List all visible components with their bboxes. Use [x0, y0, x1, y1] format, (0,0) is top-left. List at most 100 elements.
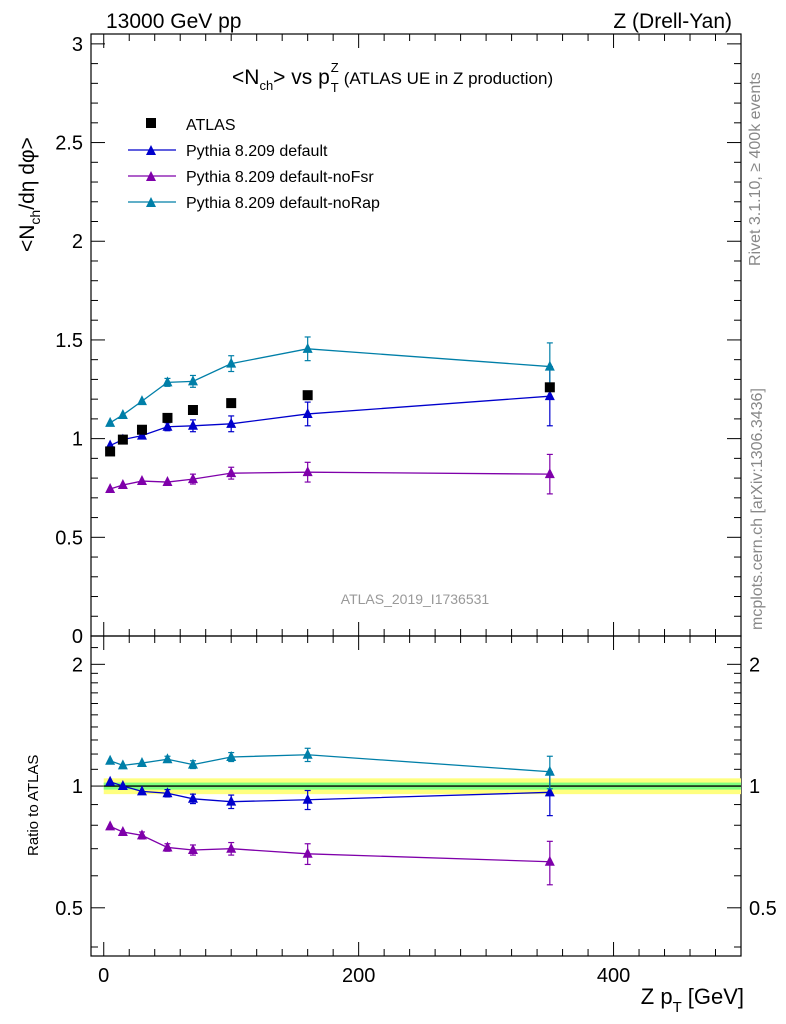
- ratio-point-noFsr: [544, 855, 555, 866]
- ratio-line-noFsr: [109, 825, 550, 863]
- main-point-atlas: [544, 382, 555, 393]
- ratio-point-noRap: [117, 759, 128, 770]
- ratio-point-noRap: [162, 753, 173, 764]
- legend-entry-atlas: ATLAS: [146, 117, 236, 134]
- legend-entry-default: Pythia 8.209 default: [128, 143, 328, 160]
- y-tick-label: 3: [72, 34, 83, 56]
- y-tick-label: 1.5: [55, 330, 83, 352]
- main-point-atlas: [226, 398, 237, 409]
- main-point-noFsr: [117, 479, 128, 490]
- ratio-point-noFsr: [136, 829, 147, 840]
- ratio-point-default: [162, 787, 173, 798]
- legend-label-nofsr: Pythia 8.209 default-noFsr: [186, 169, 374, 186]
- ratio-point-noFsr: [187, 843, 198, 854]
- legend: ATLAS Pythia 8.209 default Pythia 8.209 …: [128, 117, 380, 212]
- main-point-noRap: [136, 395, 147, 406]
- ratio-point-noRap: [105, 754, 116, 765]
- ratio-y-tick-label: 2: [72, 654, 83, 676]
- legend-label-norap: Pythia 8.209 default-noRap: [186, 195, 380, 212]
- ratio-panel-frame: [90, 635, 742, 957]
- ratio-point-default: [302, 793, 313, 804]
- legend-entry-norap: Pythia 8.209 default-noRap: [128, 195, 380, 212]
- analysis-watermark: ATLAS_2019_I1736531: [341, 591, 490, 607]
- ratio-point-noFsr: [226, 842, 237, 853]
- header-left: 13000 GeV pp: [106, 10, 241, 33]
- main-point-noRap: [544, 360, 555, 371]
- ratio-point-default: [226, 795, 237, 806]
- ratio-point-noFsr: [302, 847, 313, 858]
- ratio-point-noFsr: [105, 820, 116, 831]
- y-tick-label: 0: [72, 626, 83, 648]
- rivet-label: Rivet 3.1.10, ≥ 400k events: [747, 72, 764, 266]
- main-point-default: [162, 420, 173, 431]
- legend-marker-atlas: [146, 118, 156, 128]
- main-point-default: [187, 419, 198, 430]
- main-point-noRap: [117, 408, 128, 419]
- main-point-atlas: [302, 390, 313, 401]
- ratio-y-tick-label: 0.5: [55, 898, 83, 920]
- main-point-noFsr: [105, 482, 116, 493]
- y-tick-label: 1: [72, 429, 83, 451]
- ratio-point-noRap: [187, 758, 198, 769]
- y-tick-label: 2: [72, 231, 83, 253]
- main-point-atlas: [117, 434, 128, 445]
- ratio-point-noFsr: [162, 841, 173, 852]
- legend-marker-norap: [146, 197, 156, 207]
- x-axis-label: Z pT [GeV]: [641, 984, 744, 1016]
- ratio-y-axis-label: Ratio to ATLAS: [25, 755, 42, 856]
- main-point-atlas: [136, 424, 147, 435]
- main-point-noFsr: [187, 473, 198, 484]
- ratio-point-default: [105, 775, 116, 786]
- main-y-axis-label: <Nch/dη dφ>: [16, 137, 43, 252]
- main-point-noRap: [226, 357, 237, 368]
- ratio-point-noRap: [136, 757, 147, 768]
- mcplots-label: mcplots.cern.ch [arXiv:1306.3436]: [749, 388, 766, 630]
- main-point-default: [544, 390, 555, 401]
- ratio-point-noFsr: [117, 825, 128, 836]
- legend-marker-default: [146, 145, 156, 155]
- main-point-noRap: [187, 375, 198, 386]
- main-point-default: [302, 407, 313, 418]
- x-tick-label: 400: [597, 965, 630, 987]
- main-title: <Nch> vs pZ T (ATLAS UE in Z production): [232, 60, 553, 95]
- main-line-default: [109, 395, 550, 447]
- main-point-noFsr: [226, 467, 237, 478]
- ratio-point-default: [187, 792, 198, 803]
- main-point-noRap: [302, 342, 313, 353]
- legend-label-default: Pythia 8.209 default: [186, 143, 328, 160]
- legend-marker-nofsr: [146, 171, 156, 181]
- ratio-y-tick-label-right: 0.5: [749, 898, 777, 920]
- ratio-panel-axes: 0 200 400 0.5 0.5 1 1 2 2: [55, 635, 777, 987]
- ratio-panel-plot: [103, 747, 741, 886]
- ratio-point-noRap: [544, 765, 555, 776]
- main-point-atlas: [187, 405, 198, 416]
- ratio-y-tick-label-right: 2: [749, 654, 760, 676]
- header-right: Z (Drell-Yan): [613, 10, 732, 33]
- main-point-noFsr: [162, 476, 173, 487]
- legend-entry-nofsr: Pythia 8.209 default-noFsr: [128, 169, 374, 186]
- ratio-point-noRap: [302, 748, 313, 759]
- main-point-atlas: [162, 412, 173, 423]
- y-tick-label: 2.5: [55, 133, 83, 155]
- main-point-atlas: [105, 446, 116, 457]
- main-panel-axes: 0 0.5 1 1.5 2 2.5 3: [55, 33, 742, 648]
- x-tick-label: 0: [98, 965, 109, 987]
- ratio-line-noRap: [109, 754, 550, 773]
- ratio-point-default: [117, 780, 128, 791]
- main-line-noFsr: [109, 471, 550, 490]
- legend-label-atlas: ATLAS: [186, 117, 236, 134]
- main-line-noRap: [109, 348, 550, 424]
- main-point-noFsr: [544, 468, 555, 479]
- main-point-noRap: [105, 416, 116, 427]
- ratio-point-default: [544, 786, 555, 797]
- ratio-y-tick-label-right: 1: [749, 776, 760, 798]
- ratio-point-default: [136, 785, 147, 796]
- y-tick-label: 0.5: [55, 527, 83, 549]
- main-point-noFsr: [302, 466, 313, 477]
- main-point-noFsr: [136, 475, 147, 486]
- main-point-default: [226, 417, 237, 428]
- ratio-y-tick-label: 1: [72, 776, 83, 798]
- main-panel-plot: [105, 336, 555, 495]
- ratio-point-noRap: [226, 750, 237, 761]
